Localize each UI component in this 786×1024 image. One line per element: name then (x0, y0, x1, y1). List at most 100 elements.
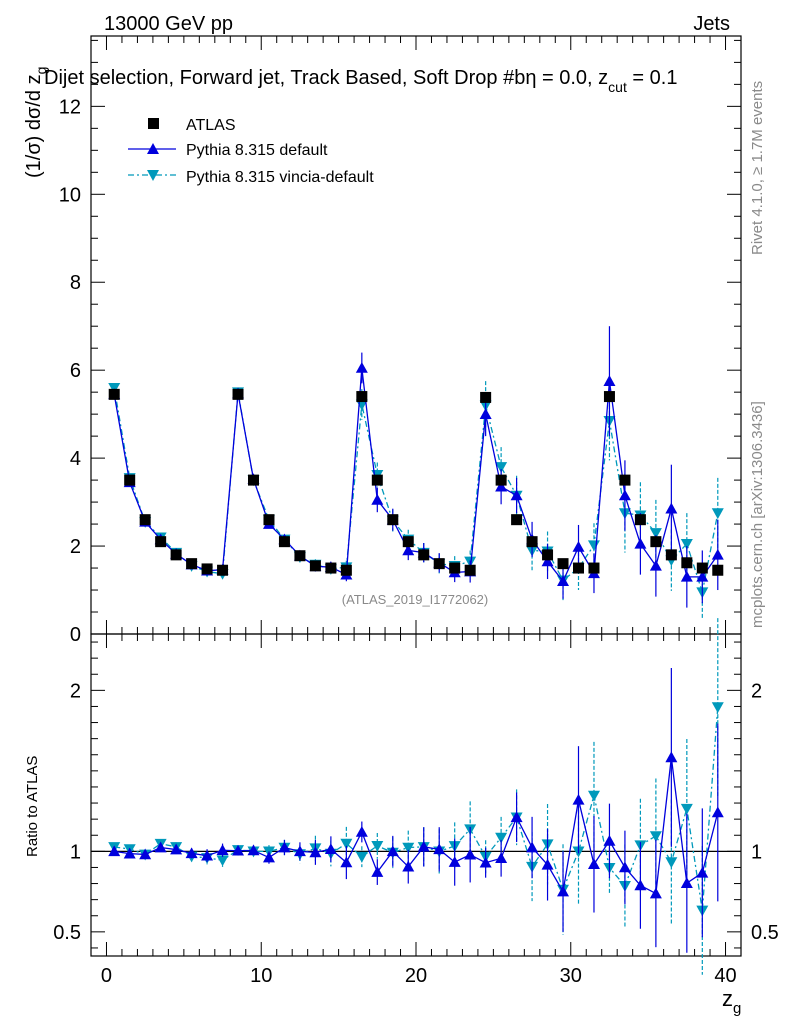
y-axis-label-ratio: Ratio to ATLAS (24, 756, 41, 857)
rivet-side-label: Rivet 4.1.0, ≥ 1.7M events (749, 81, 766, 255)
point-atlas (696, 562, 708, 574)
point-vincia (665, 857, 678, 869)
y-tick-label-ratio: 1 (70, 841, 81, 863)
point-atlas (573, 562, 584, 574)
point-default (371, 866, 384, 877)
point-atlas (263, 514, 275, 526)
point-atlas (294, 550, 306, 562)
point-atlas (495, 474, 507, 486)
watermark-label: (ATLAS_2019_I1772062) (342, 592, 488, 607)
point-default (665, 751, 678, 763)
point-default (526, 841, 539, 853)
legend-marker-atlas (148, 118, 159, 129)
point-default (232, 844, 245, 856)
y-tick-label-ratio-right: 2 (751, 680, 762, 702)
point-default (618, 861, 631, 873)
legend-label-default: Pythia 8.315 default (186, 142, 328, 159)
point-atlas (433, 558, 445, 570)
legend: ATLAS Pythia 8.315 default Pythia 8.315 … (128, 117, 374, 186)
point-default (711, 806, 724, 818)
point-atlas (124, 474, 136, 486)
point-default (541, 858, 554, 870)
point-atlas (402, 536, 414, 548)
point-default (247, 844, 260, 856)
y-tick-label-ratio: 0.5 (53, 922, 81, 944)
point-default (618, 489, 631, 501)
point-vincia (680, 539, 693, 550)
point-atlas (681, 557, 693, 569)
point-default (386, 845, 399, 857)
point-vincia (711, 702, 724, 714)
point-default (572, 793, 585, 805)
point-default (634, 879, 647, 891)
point-vincia (711, 508, 724, 520)
point-default (557, 575, 570, 587)
point-default (154, 841, 167, 853)
header-left-label: 13000 GeV pp (104, 13, 233, 35)
title-sub: cut (608, 79, 627, 95)
point-default (170, 843, 183, 855)
point-default (402, 860, 415, 872)
point-atlas (232, 388, 244, 400)
point-atlas (186, 558, 198, 570)
point-atlas (108, 388, 120, 400)
series-line-default (113, 367, 719, 583)
point-vincia (216, 855, 229, 867)
point-atlas (248, 474, 259, 486)
point-default (123, 847, 136, 859)
point-atlas (155, 536, 167, 548)
point-default (649, 559, 662, 571)
point-atlas (603, 391, 615, 403)
point-atlas (340, 564, 352, 576)
point-atlas (170, 549, 182, 561)
point-default (262, 851, 275, 863)
point-atlas (139, 514, 151, 526)
y-tick-label-main: 0 (70, 624, 81, 646)
x-tick-label: 10 (250, 965, 272, 987)
point-default (417, 840, 430, 852)
point-default (665, 502, 678, 514)
point-vincia (340, 838, 353, 850)
y-tick-label-main: 2 (70, 536, 81, 558)
point-atlas (665, 549, 677, 561)
point-atlas (418, 549, 430, 561)
point-atlas (588, 562, 600, 574)
title-tail: = 0.1 (627, 67, 678, 89)
point-default (510, 811, 523, 823)
main-panel-data (108, 326, 724, 619)
series-line-vincia (114, 706, 719, 911)
point-atlas (387, 514, 399, 526)
point-atlas (217, 564, 229, 576)
point-atlas (526, 536, 538, 548)
point-atlas (356, 391, 368, 403)
point-vincia (371, 841, 384, 852)
point-atlas (511, 514, 523, 526)
point-default (634, 537, 647, 549)
point-default (603, 375, 616, 386)
point-atlas (449, 562, 461, 574)
point-atlas (557, 558, 569, 570)
point-default (464, 848, 477, 860)
legend-label-vincia: Pythia 8.315 vincia-default (186, 169, 374, 186)
ratio-panel-frame (90, 633, 742, 957)
point-default (696, 866, 709, 878)
point-default (557, 885, 570, 897)
point-default (309, 846, 322, 858)
point-default (108, 845, 121, 857)
point-vincia (495, 462, 508, 473)
point-atlas (634, 514, 646, 526)
x-axis-label: zg (722, 986, 741, 1017)
point-default (510, 489, 523, 501)
x-tick-label: 30 (560, 965, 582, 987)
y-tick-label-main: 8 (70, 272, 81, 294)
point-atlas (712, 564, 724, 576)
point-vincia (355, 851, 368, 863)
point-default (649, 887, 662, 899)
x-tick-label: 40 (714, 965, 736, 987)
point-default (495, 852, 508, 864)
point-default (603, 834, 616, 846)
y-tick-label-ratio-right: 0.5 (751, 922, 779, 944)
point-atlas (371, 474, 383, 486)
point-default (371, 493, 384, 505)
